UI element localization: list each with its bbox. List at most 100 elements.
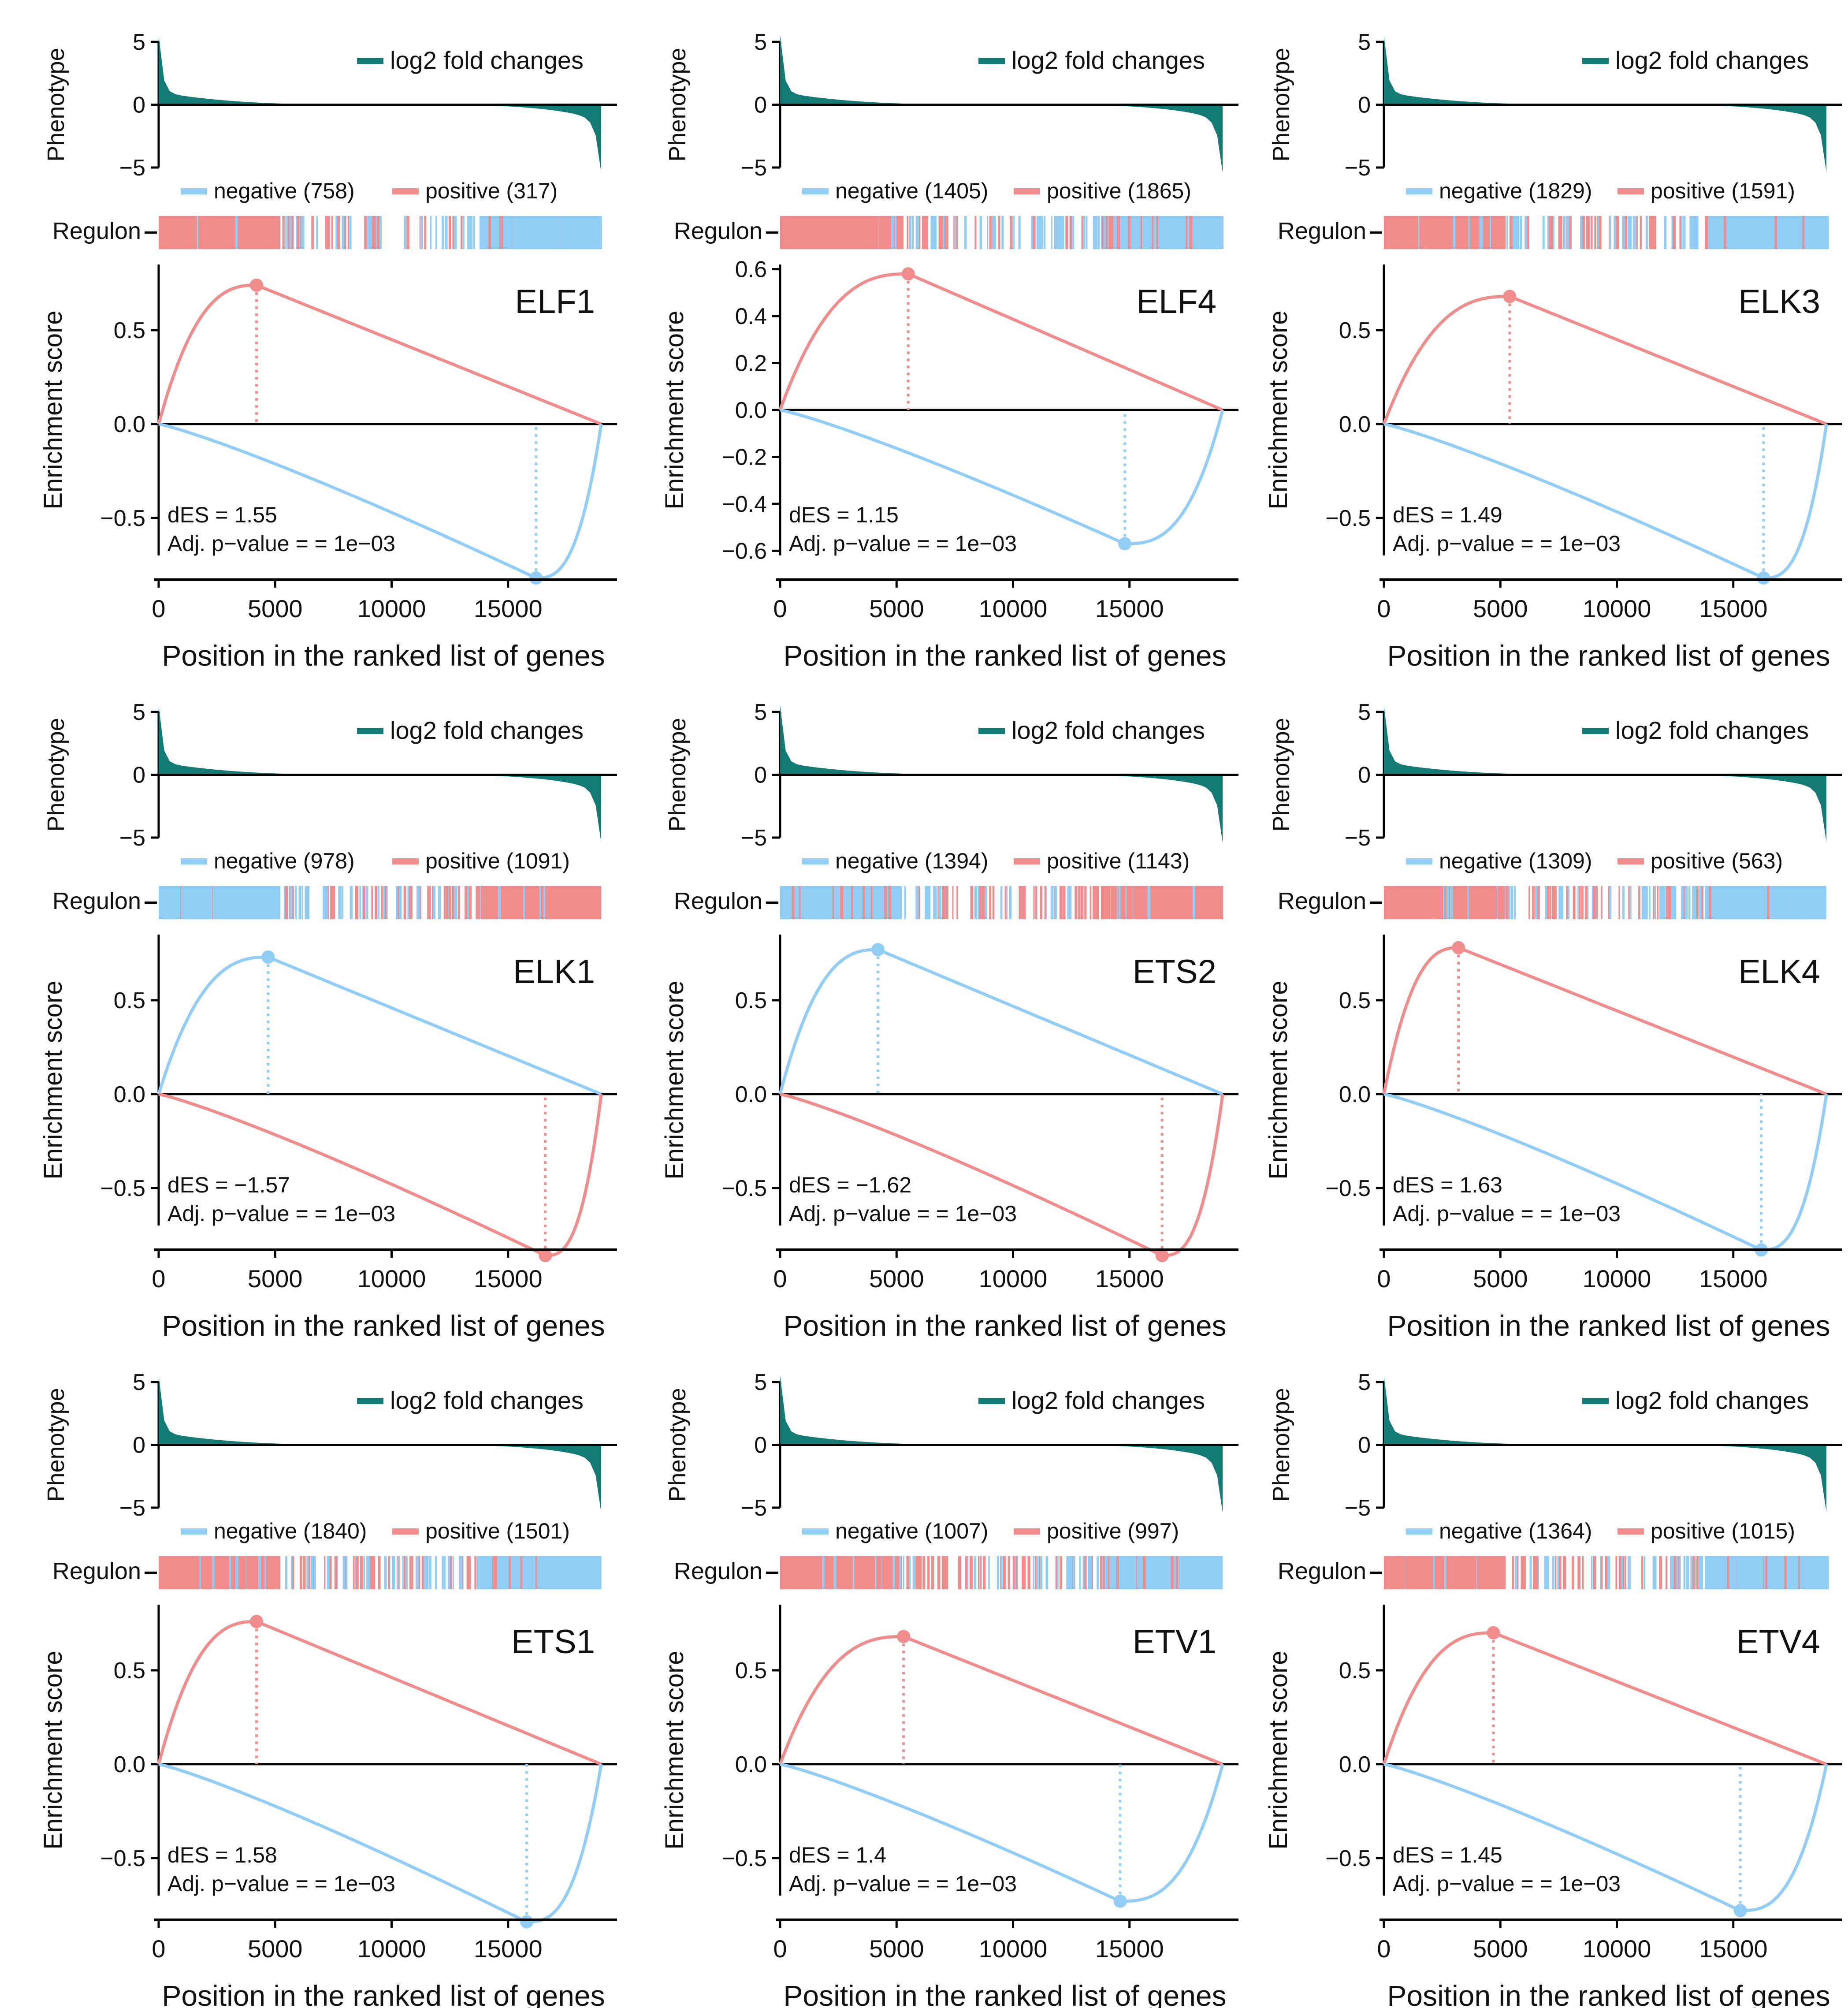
regulon-stripe — [1128, 216, 1130, 249]
regulon-stripe — [326, 216, 328, 249]
phenotype-y-tick-label: 0 — [1358, 1433, 1371, 1458]
regulon-stripe — [218, 216, 220, 249]
regulon-stripe — [1476, 1556, 1479, 1589]
panel-title: ELF4 — [1136, 283, 1216, 320]
regulon-stripe — [1651, 216, 1654, 249]
regulon-stripe — [781, 886, 783, 919]
regulon-stripe — [1151, 1556, 1155, 1589]
regulon-stripe — [508, 1556, 511, 1589]
regulon-stripe — [880, 886, 882, 919]
regulon-stripe — [1210, 1556, 1214, 1589]
regulon-stripe — [1788, 216, 1790, 249]
regulon-stripe — [854, 216, 855, 249]
regulon-stripe — [980, 1556, 982, 1589]
phenotype-y-tick-label: 0 — [1358, 93, 1371, 118]
regulon-stripe — [513, 886, 517, 919]
es-y-tick-label: 0.4 — [735, 304, 767, 329]
regulon-stripe — [1795, 216, 1798, 249]
regulon-stripe — [1487, 1556, 1490, 1589]
legend-positive-label: positive (1501) — [425, 1519, 570, 1543]
regulon-stripe — [1391, 1556, 1393, 1589]
regulon-stripe — [1699, 886, 1702, 919]
regulon-stripe — [170, 886, 172, 919]
regulon-stripe — [308, 1556, 311, 1589]
des-value: dES = 1.15 — [789, 503, 899, 527]
regulon-stripe — [1714, 216, 1717, 249]
regulon-stripe — [298, 886, 301, 919]
regulon-stripe — [1557, 1556, 1559, 1589]
regulon-stripe — [876, 216, 878, 249]
regulon-stripe — [1653, 216, 1656, 249]
regulon-stripe — [591, 886, 594, 919]
regulon-stripe — [1781, 886, 1783, 919]
regulon-stripe — [1593, 886, 1596, 919]
regulon-stripe — [274, 216, 276, 249]
regulon-stripe — [1532, 886, 1535, 919]
x-tick-label: 10000 — [1583, 595, 1651, 622]
phenotype-y-label: Phenotype — [1268, 48, 1294, 161]
regulon-stripe — [218, 1556, 220, 1589]
regulon-stripe — [928, 886, 931, 919]
regulon-stripe — [573, 886, 575, 919]
regulon-stripe — [1004, 886, 1007, 919]
regulon-stripe — [832, 886, 834, 919]
adj-pvalue: Adj. p−value = = 1e−03 — [1393, 1201, 1621, 1226]
regulon-stripe — [359, 886, 361, 919]
des-value: dES = 1.63 — [1393, 1173, 1502, 1197]
regulon-stripe — [1432, 886, 1435, 919]
regulon-stripe — [1552, 886, 1555, 919]
regulon-stripe — [1582, 1556, 1584, 1589]
regulon-stripe — [1113, 886, 1115, 919]
phenotype-y-tick-label: 5 — [1358, 1370, 1371, 1395]
regulon-stripe — [1614, 216, 1616, 249]
regulon-stripe — [906, 1556, 909, 1589]
panel-title: ETS2 — [1133, 953, 1216, 991]
regulon-stripe — [1628, 886, 1630, 919]
regulon-stripe — [1033, 886, 1035, 919]
regulon-stripe — [160, 1556, 163, 1589]
regulon-stripe — [1035, 886, 1037, 919]
regulon-stripe — [1194, 216, 1197, 249]
regulon-stripe — [1552, 1556, 1555, 1589]
regulon-stripe — [1192, 886, 1196, 919]
regulon-stripe — [230, 886, 232, 919]
regulon-stripe — [1114, 886, 1117, 919]
regulon-stripe — [791, 1556, 794, 1589]
regulon-stripe — [285, 886, 288, 919]
regulon-stripe — [1808, 886, 1811, 919]
regulon-stripe — [918, 216, 921, 249]
regulon-stripe — [1124, 1556, 1127, 1589]
regulon-stripe — [946, 1556, 948, 1589]
regulon-stripe — [494, 1556, 498, 1589]
regulon-stripe — [1433, 216, 1436, 249]
regulon-stripe — [1625, 216, 1627, 249]
legend-negative-label: negative (978) — [214, 849, 355, 873]
regulon-stripe — [566, 1556, 569, 1589]
x-tick-label: 10000 — [979, 1265, 1048, 1293]
regulon-stripe — [1133, 886, 1136, 919]
regulon-stripe — [1096, 886, 1099, 919]
regulon-stripe — [1456, 886, 1458, 919]
regulon-stripe — [1484, 1556, 1487, 1589]
regulon-label: Regulon — [1278, 888, 1366, 914]
x-tick-label: 15000 — [1699, 595, 1768, 622]
regulon-stripe — [806, 1556, 808, 1589]
es-y-tick-label: 0.5 — [1339, 1658, 1371, 1684]
regulon-stripe — [1210, 216, 1213, 249]
regulon-stripe — [1740, 886, 1743, 919]
regulon-stripe — [511, 886, 513, 919]
phenotype-y-tick-label: 5 — [133, 30, 145, 55]
regulon-stripe — [1054, 886, 1057, 919]
regulon-stripe — [1069, 886, 1072, 919]
panel-elf1: 5 0 −5 Phenotype log2 fold changes negative (… — [39, 30, 617, 672]
regulon-stripe — [573, 216, 575, 249]
regulon-stripe — [1503, 1556, 1506, 1589]
es-peak-down-point — [520, 1915, 534, 1929]
regulon-stripe — [987, 216, 989, 249]
legend-fc-label: log2 fold changes — [390, 46, 584, 74]
regulon-stripe — [1419, 216, 1422, 249]
es-y-tick-label: −0.5 — [1325, 1176, 1371, 1201]
regulon-stripe — [467, 886, 470, 919]
regulon-stripe — [813, 1556, 815, 1589]
x-tick-label: 15000 — [1699, 1265, 1768, 1293]
